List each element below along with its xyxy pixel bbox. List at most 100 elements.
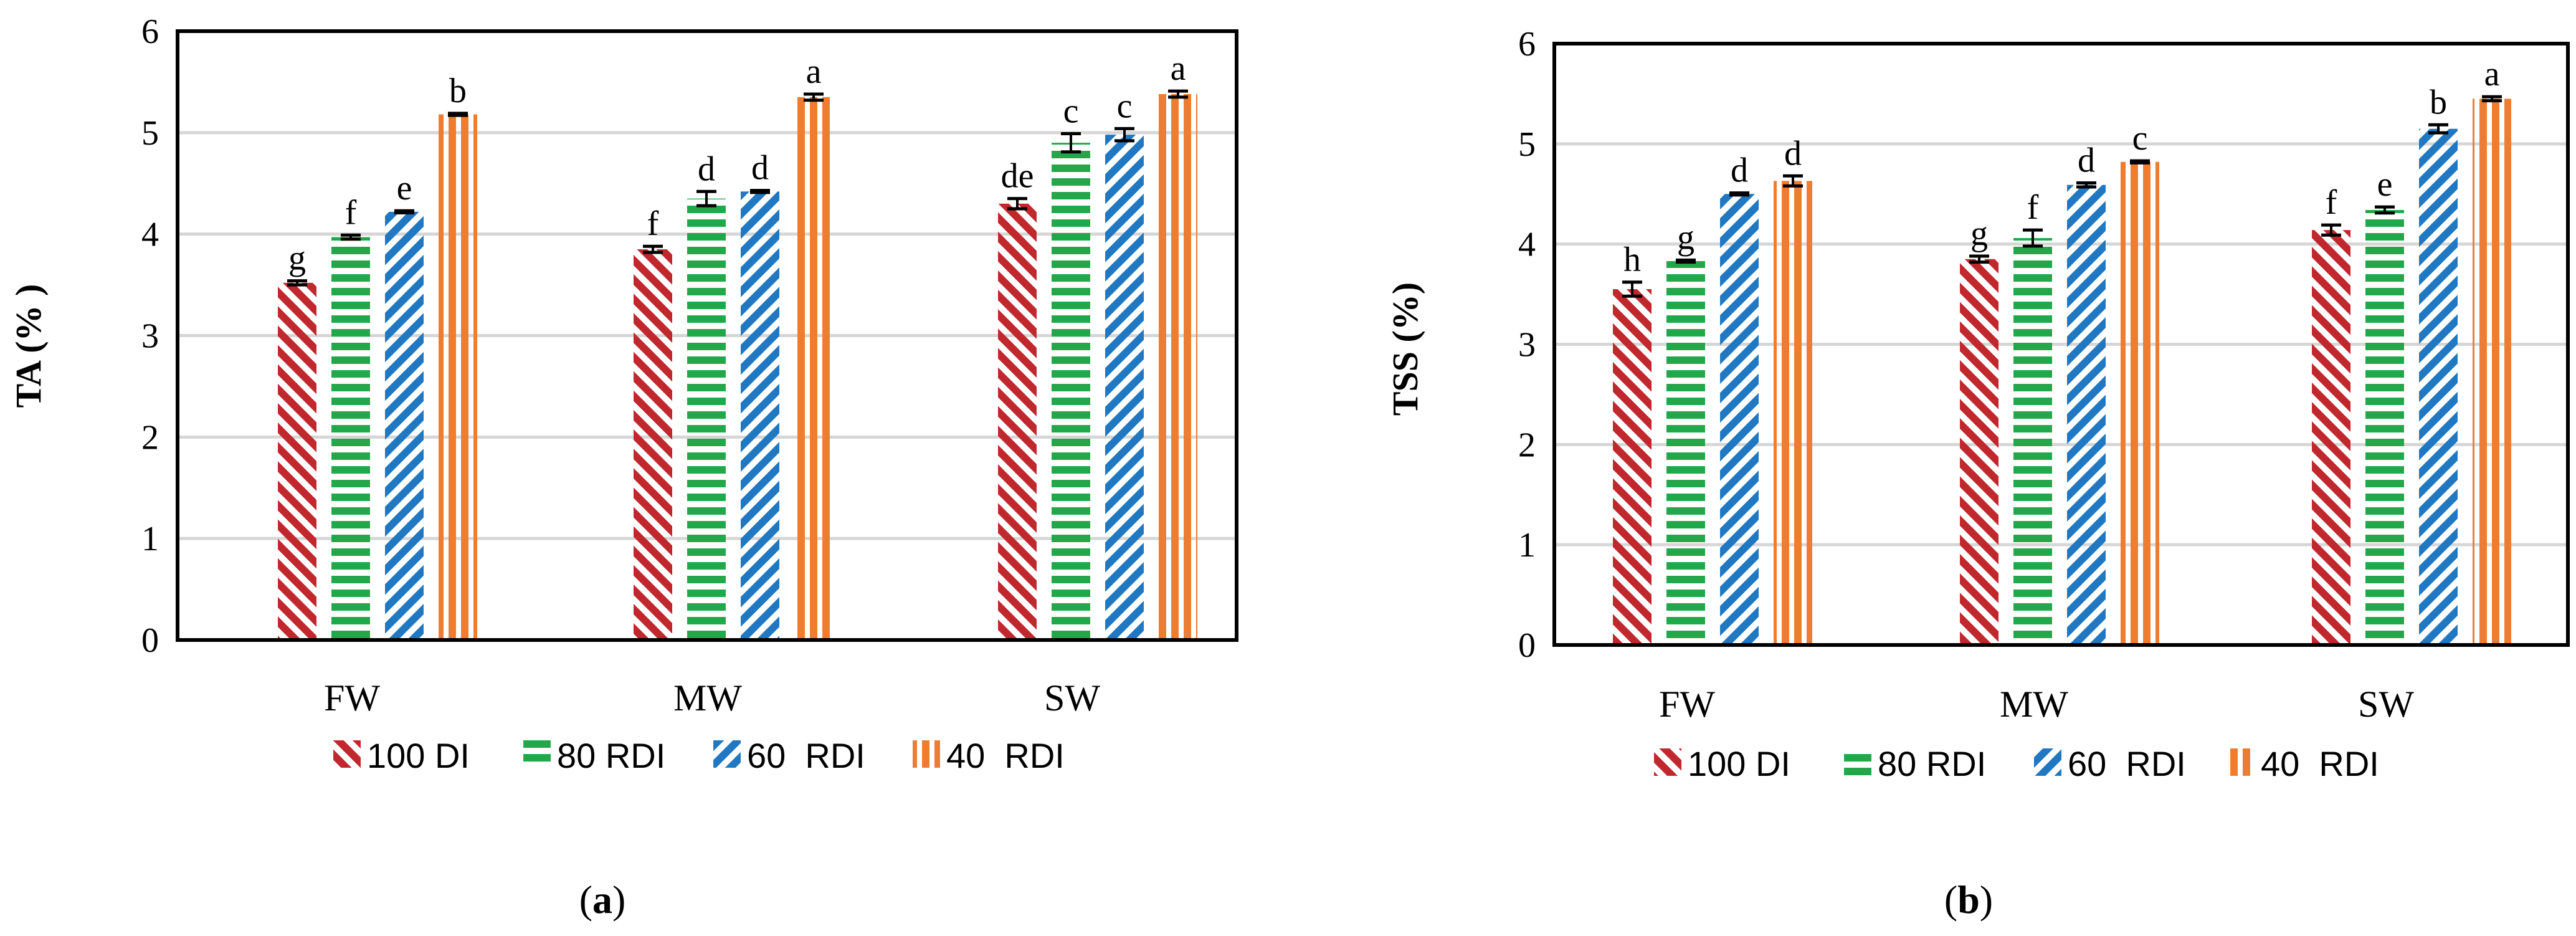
legend-swatch [2227,748,2255,776]
bar-MW-40-RDI [794,97,833,640]
legend-item: 60 RDI [713,736,865,775]
y-tick-label: 1 [1518,526,1536,565]
error-bar [1622,280,1642,298]
data-label: g [1970,214,1988,253]
y-tick-label: 0 [1518,626,1536,665]
bar-SW-100-DI [998,203,1037,641]
data-label: d [1784,134,1802,173]
error-bar [2130,159,2150,165]
legend-swatch [913,740,940,768]
bar-FW-80-RDI [1666,261,1705,646]
data-label: c [2132,119,2148,158]
bar-FW-60-RDI [1720,194,1759,645]
error-bar [2482,95,2502,103]
legend-item: 80 RDI [523,736,665,775]
error-bars [1622,95,2502,298]
legend-item: 40 RDI [2227,744,2379,783]
legend-swatch [523,740,551,768]
panel-label-b: (b) [1944,877,1993,922]
x-axis: FW MW SW [324,677,1100,719]
bar-SW-80-RDI [2365,209,2404,645]
legend-item: 40 RDI [913,736,1065,775]
error-bar [696,189,716,208]
x-tick-label: MW [673,677,742,719]
bar-FW-100-DI [278,282,316,640]
legend-item: 80 RDI [1844,744,1986,783]
bar-SW-100-DI [2312,230,2350,645]
bar-SW-80-RDI [1052,143,1090,640]
y-tick-label: 3 [1518,326,1536,365]
legend-label: 40 RDI [946,736,1065,775]
bar-MW-80-RDI [687,198,726,640]
data-label: b [2430,83,2447,122]
data-label: a [806,52,822,91]
y-tick-label: 6 [1518,25,1536,64]
data-label: c [1063,92,1079,130]
y-tick-label: 5 [141,114,159,153]
error-bar [2375,205,2395,215]
error-bar [341,233,361,241]
error-bar [2023,228,2043,248]
y-axis: 0 1 2 3 4 5 6 [1518,25,1536,665]
error-bar [1783,174,1803,188]
error-bar [394,209,414,214]
panel-label-a: (a) [579,877,626,922]
y-tick-label: 0 [141,621,159,660]
y-tick-label: 4 [141,216,159,254]
gridlines [1554,142,2568,547]
y-axis: 0 1 2 3 4 5 6 [141,12,159,660]
data-label: e [397,169,412,208]
bar-SW-40-RDI [1159,93,1197,640]
y-tick-label: 2 [141,418,159,457]
y-tick-label: 1 [141,520,159,558]
plot-frame [1552,42,2570,647]
bars [278,93,1197,641]
legend-swatch [2034,748,2061,776]
legend-label: 60 RDI [2068,744,2186,783]
data-label: d [2078,141,2095,180]
bar-MW-100-DI [1960,259,1999,646]
data-label: d [1731,151,1748,190]
bar-MW-100-DI [634,249,672,640]
data-label: b [449,72,467,110]
bar-MW-40-RDI [2121,161,2159,645]
error-bar [1168,89,1188,99]
error-bar [1061,131,1081,154]
bar-FW-40-RDI [439,114,477,641]
data-label: de [1001,157,1034,196]
legend-label: 100 DI [1688,744,1790,783]
data-label: a [1171,49,1186,88]
data-label: d [698,150,715,188]
error-bar [2321,223,2341,237]
data-label: g [288,239,306,278]
data-label: f [345,193,357,232]
error-bar [1676,258,1696,264]
error-bar [1115,127,1134,143]
plot-frame [176,29,1238,642]
error-bar [2076,181,2096,189]
bar-FW-40-RDI [1774,181,1812,645]
legend-item: 100 DI [1654,744,1790,783]
legend-swatch [1844,748,1871,776]
bars [1613,98,2511,646]
error-bar [643,244,663,254]
error-bar [1007,197,1027,211]
data-label: g [1677,218,1694,257]
error-bar [1729,191,1749,197]
bar-SW-40-RDI [2473,98,2511,646]
legend: 100 DI 80 RDI 60 RDI 40 RDI [333,736,1065,775]
data-label: d [751,149,769,188]
bar-SW-60-RDI [1105,135,1144,641]
legend-label: 80 RDI [557,736,665,775]
y-tick-label: 6 [141,12,159,51]
error-bar [287,279,307,287]
bar-MW-60-RDI [741,191,779,640]
bar-FW-60-RDI [385,211,424,640]
legend-label: 60 RDI [747,736,865,775]
bar-MW-60-RDI [2067,184,2106,645]
y-tick-label: 3 [141,317,159,356]
y-tick-label: 4 [1518,226,1536,264]
error-bar [2428,123,2448,135]
